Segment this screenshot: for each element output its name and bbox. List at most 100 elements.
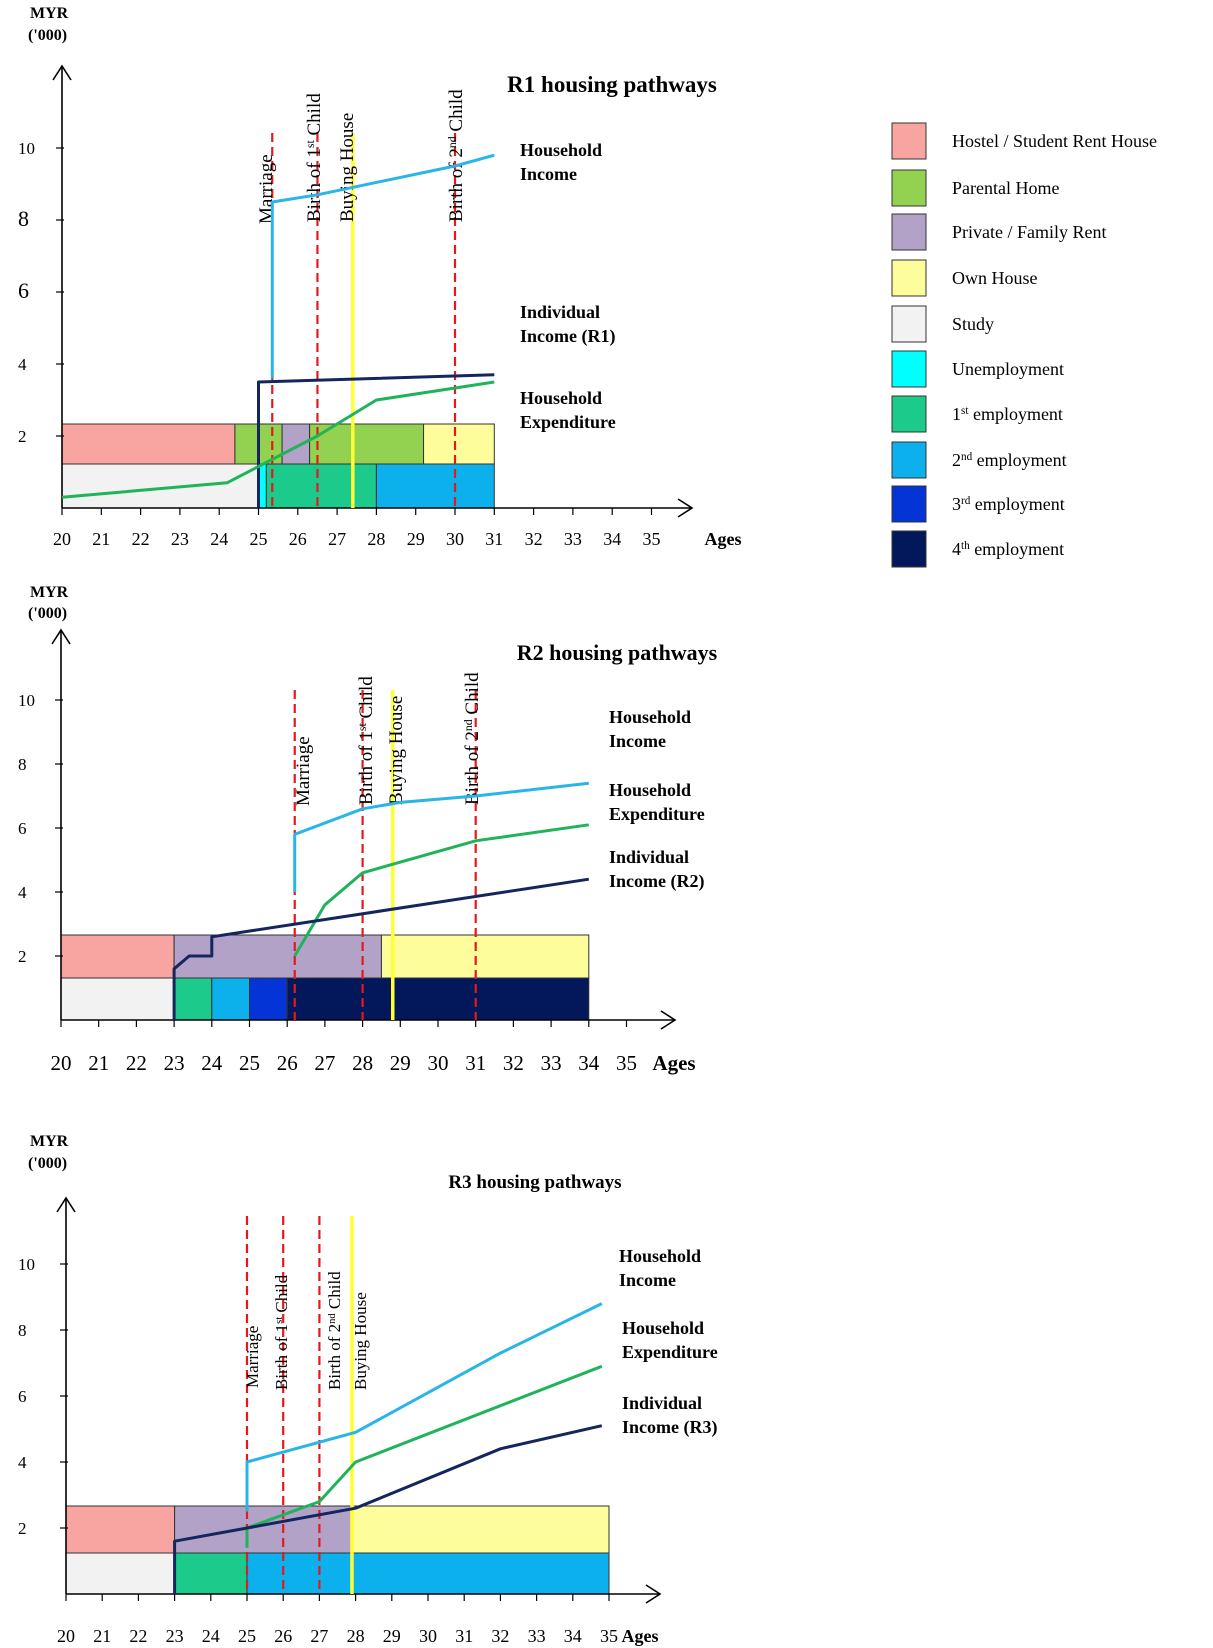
series-label-household-expenditure: Household Expenditure <box>622 1318 718 1362</box>
chart-title: R2 housing pathways <box>517 640 718 665</box>
x-tick-label: 28 <box>347 1626 365 1646</box>
x-tick-label: 21 <box>88 1051 109 1075</box>
legend-label: Parental Home <box>952 178 1059 198</box>
legend-item-hostel: Hostel / Student Rent House <box>891 122 1157 160</box>
legend-item-unemployment: Unemployment <box>891 350 1064 388</box>
legend-item-fourth-employment: 4th employment <box>891 530 1064 568</box>
housing-bar-hostel-student-rent-house <box>65 1505 176 1554</box>
legend-label: Private / Family Rent <box>952 222 1107 242</box>
y-tick-label: 6 <box>18 1387 27 1406</box>
y-tick-label: 10 <box>18 1255 35 1274</box>
series-label-household-income: Household Income <box>520 140 602 184</box>
legend-item-first-employment: 1st employment <box>891 395 1063 433</box>
housing-bar-own-house <box>380 934 590 979</box>
x-tick-label: 35 <box>643 529 661 549</box>
series-label-individual-income-r1: Individual Income (R1) <box>520 302 615 347</box>
event-label-marriage: Marriage <box>256 154 277 224</box>
legend-label: Hostel / Student Rent House <box>952 131 1157 151</box>
x-tick-label: 21 <box>93 1626 111 1646</box>
x-tick-label: 24 <box>202 1626 220 1646</box>
x-tick-label: 33 <box>564 529 582 549</box>
x-tick-label: 34 <box>578 1051 600 1075</box>
y-axis-arrow <box>51 628 71 645</box>
employment-bar-1st-employment <box>174 1552 248 1595</box>
legend-swatch <box>891 350 927 388</box>
x-tick-label: 30 <box>446 529 464 549</box>
employment-bar-study <box>61 463 259 509</box>
event-label-birth-of-1st-child: Birth of 1st Child <box>304 93 326 222</box>
y-tick-label: 10 <box>18 691 35 710</box>
employment-bar-4th-employment <box>286 977 590 1021</box>
y-tick-label: 4 <box>18 355 27 374</box>
series-line-household-expenditure <box>61 380 495 499</box>
employment-bar-2nd-employment <box>246 1552 610 1595</box>
series-line-individual-income-r3 <box>173 1424 603 1594</box>
y-tick-label: 4 <box>18 883 27 902</box>
x-tick-label: 25 <box>238 1626 256 1646</box>
legend-swatch <box>891 305 927 343</box>
legend-item-parental-home: Parental Home <box>891 169 1059 207</box>
x-tick-label: 35 <box>600 1626 618 1646</box>
event-label-buying-house: Buying House <box>337 113 358 222</box>
y-tick-label: 8 <box>18 1321 27 1340</box>
legend-item-third-employment: 3rd employment <box>891 485 1065 523</box>
x-tick-label: 21 <box>92 529 110 549</box>
legend-item-study: Study <box>891 305 994 343</box>
y-tick-label: 8 <box>18 755 27 774</box>
x-tick-label: 30 <box>428 1051 449 1075</box>
y-tick-label: 2 <box>18 427 27 446</box>
x-tick-label: 27 <box>314 1051 335 1075</box>
x-tick-label: 24 <box>210 529 228 549</box>
y-tick-label: 6 <box>18 819 27 838</box>
employment-bar-2nd-employment <box>211 977 251 1021</box>
legend-swatch <box>891 395 927 433</box>
x-tick-label: 31 <box>485 529 503 549</box>
y-axis-label: MYR <box>30 1133 69 1150</box>
series-line-household-income <box>245 1302 603 1512</box>
x-axis-label: Ages <box>705 529 742 549</box>
housing-bar-hostel-student-rent-house <box>60 934 175 979</box>
x-tick-label: 29 <box>383 1626 401 1646</box>
x-axis-label: Ages <box>652 1051 695 1075</box>
x-tick-label: 20 <box>53 529 71 549</box>
x-tick-label: 25 <box>239 1051 260 1075</box>
series-label-household-expenditure: Household Expenditure <box>609 780 705 824</box>
series-label-household-income: Household Income <box>619 1246 701 1290</box>
legend-item-own-house: Own House <box>891 259 1038 297</box>
event-label-buying-house: Buying House <box>386 696 407 805</box>
x-axis-arrow <box>645 1584 662 1604</box>
x-tick-label: 34 <box>564 1626 582 1646</box>
x-tick-label: 23 <box>166 1626 184 1646</box>
x-tick-label: 25 <box>250 529 268 549</box>
employment-bar-study <box>60 977 175 1021</box>
y-axis-arrow <box>52 64 72 81</box>
x-tick-label: 22 <box>129 1626 147 1646</box>
employment-bar-study <box>65 1552 176 1595</box>
chart-title: R3 housing pathways <box>448 1172 621 1193</box>
legend: Hostel / Student Rent House Parental Home… <box>891 122 1157 568</box>
x-tick-label: 34 <box>603 529 621 549</box>
legend-label: Unemployment <box>952 359 1064 379</box>
legend-label: 2nd employment <box>952 450 1067 470</box>
legend-item-private-rent: Private / Family Rent <box>891 213 1107 251</box>
chart-title: R1 housing pathways <box>507 72 717 97</box>
event-label-birth-of-2nd-child: Birth of 2nd Child <box>325 1271 344 1390</box>
employment-bar-1st-employment <box>265 463 377 509</box>
legend-swatch <box>891 485 927 523</box>
y-axis-unit: ('000) <box>28 27 67 44</box>
y-axis-unit: ('000) <box>28 605 67 622</box>
legend-swatch <box>891 259 927 297</box>
y-tick-label: 2 <box>18 1519 27 1538</box>
legend-label: 4th employment <box>952 539 1064 559</box>
series-label-individual-income-r3: Individual Income (R3) <box>622 1393 717 1438</box>
y-tick-label: 10 <box>18 139 35 158</box>
x-tick-label: 27 <box>310 1626 328 1646</box>
x-tick-label: 23 <box>171 529 189 549</box>
x-tick-label: 20 <box>51 1051 72 1075</box>
employment-bar-3rd-employment <box>249 977 288 1021</box>
event-label-birth-of-1st-child: Birth of 1st Child <box>356 676 378 805</box>
event-label-marriage: Marriage <box>243 1326 262 1388</box>
series-line-household-income <box>270 153 495 379</box>
